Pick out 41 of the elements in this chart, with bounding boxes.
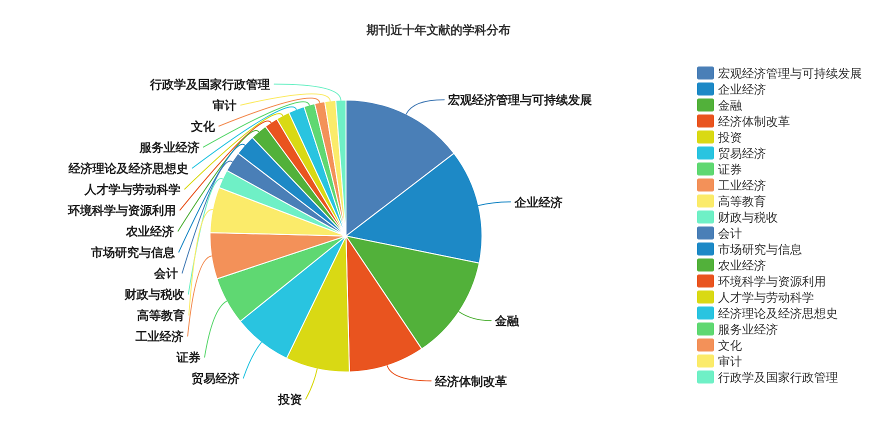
- legend-label: 文化: [718, 338, 742, 352]
- legend-label: 农业经济: [718, 258, 766, 272]
- slice-label: 工业经济: [134, 330, 184, 344]
- legend-label: 金融: [718, 98, 742, 112]
- slice-label: 经济理论及经济思想史: [67, 162, 188, 176]
- legend-label: 环境科学与资源利用: [718, 274, 826, 288]
- chart-title: 期刊近十年文献的学科分布: [366, 23, 510, 37]
- slice-label: 经济体制改革: [434, 374, 508, 388]
- slice-label: 财政与税收: [123, 288, 186, 302]
- slice-label: 行政学及国家行政管理: [149, 78, 270, 92]
- legend-label: 行政学及国家行政管理: [718, 370, 838, 384]
- legend-label: 证券: [718, 162, 742, 176]
- legend-label: 财政与税收: [718, 210, 778, 224]
- legend-label: 高等教育: [718, 194, 766, 208]
- legend-label: 企业经济: [718, 82, 766, 96]
- legend-label: 宏观经济管理与可持续发展: [718, 66, 862, 80]
- legend-label: 经济体制改革: [718, 114, 790, 128]
- slice-label: 证券: [176, 350, 202, 365]
- legend-label: 会计: [718, 226, 742, 240]
- legend-label: 服务业经济: [718, 322, 778, 336]
- slice-label: 高等教育: [136, 308, 185, 323]
- slice-label: 企业经济: [514, 195, 563, 210]
- legend-label: 经济理论及经济思想史: [718, 306, 838, 320]
- legend-label: 贸易经济: [718, 146, 766, 160]
- slice-label: 投资: [276, 392, 302, 407]
- legend-label: 市场研究与信息: [718, 242, 802, 256]
- slice-label: 文化: [190, 120, 216, 134]
- slice-label: 金融: [494, 314, 520, 328]
- slice-label: 会计: [153, 266, 178, 281]
- slice-label: 环境科学与资源利用: [67, 204, 176, 218]
- slice-label: 宏观经济管理与可持续发展: [447, 93, 592, 108]
- legend-label: 工业经济: [718, 178, 766, 192]
- legend-label: 人才学与劳动科学: [718, 290, 814, 304]
- slice-label: 审计: [212, 98, 237, 113]
- slice-label: 服务业经济: [138, 140, 200, 155]
- legend-label: 审计: [718, 354, 742, 368]
- slice-label: 人才学与劳动科学: [84, 182, 181, 197]
- slice-label: 贸易经济: [191, 372, 240, 386]
- legend-label: 投资: [717, 130, 742, 144]
- slice-label: 农业经济: [125, 224, 174, 239]
- slice-label: 市场研究与信息: [90, 246, 176, 260]
